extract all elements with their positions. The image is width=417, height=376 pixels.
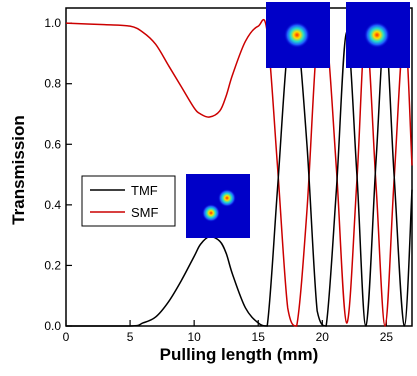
y-tick-label: 0.4 [44,198,61,212]
mode-inset-lp11 [186,174,250,238]
x-tick-label: 25 [380,330,394,344]
x-tick-label: 5 [127,330,134,344]
y-tick-label: 0.8 [44,77,61,91]
legend: TMF SMF [81,175,176,227]
y-tick-label: 0.0 [44,319,61,333]
y-tick-label: 0.2 [44,258,61,272]
x-tick-label: 20 [316,330,330,344]
x-axis-title: Pulling length (mm) [160,345,319,364]
legend-box [81,175,176,227]
x-tick-label: 10 [187,330,201,344]
plot-frame [65,7,413,327]
y-tick-label: 1.0 [44,16,61,30]
x-tick-label: 15 [252,330,266,344]
legend-label-smf: SMF [131,205,159,220]
mode-inset-lp01-a [266,2,330,68]
legend-label-tmf: TMF [131,183,158,198]
axis-tick-labels: 0 5 10 15 20 25 0.0 0.2 0.4 0.6 0.8 1.0 [44,16,393,344]
mode-inset-lp01-b [346,2,410,68]
y-axis-title: Transmission [9,115,28,225]
y-tick-label: 0.6 [44,137,61,151]
x-tick-label: 0 [63,330,70,344]
